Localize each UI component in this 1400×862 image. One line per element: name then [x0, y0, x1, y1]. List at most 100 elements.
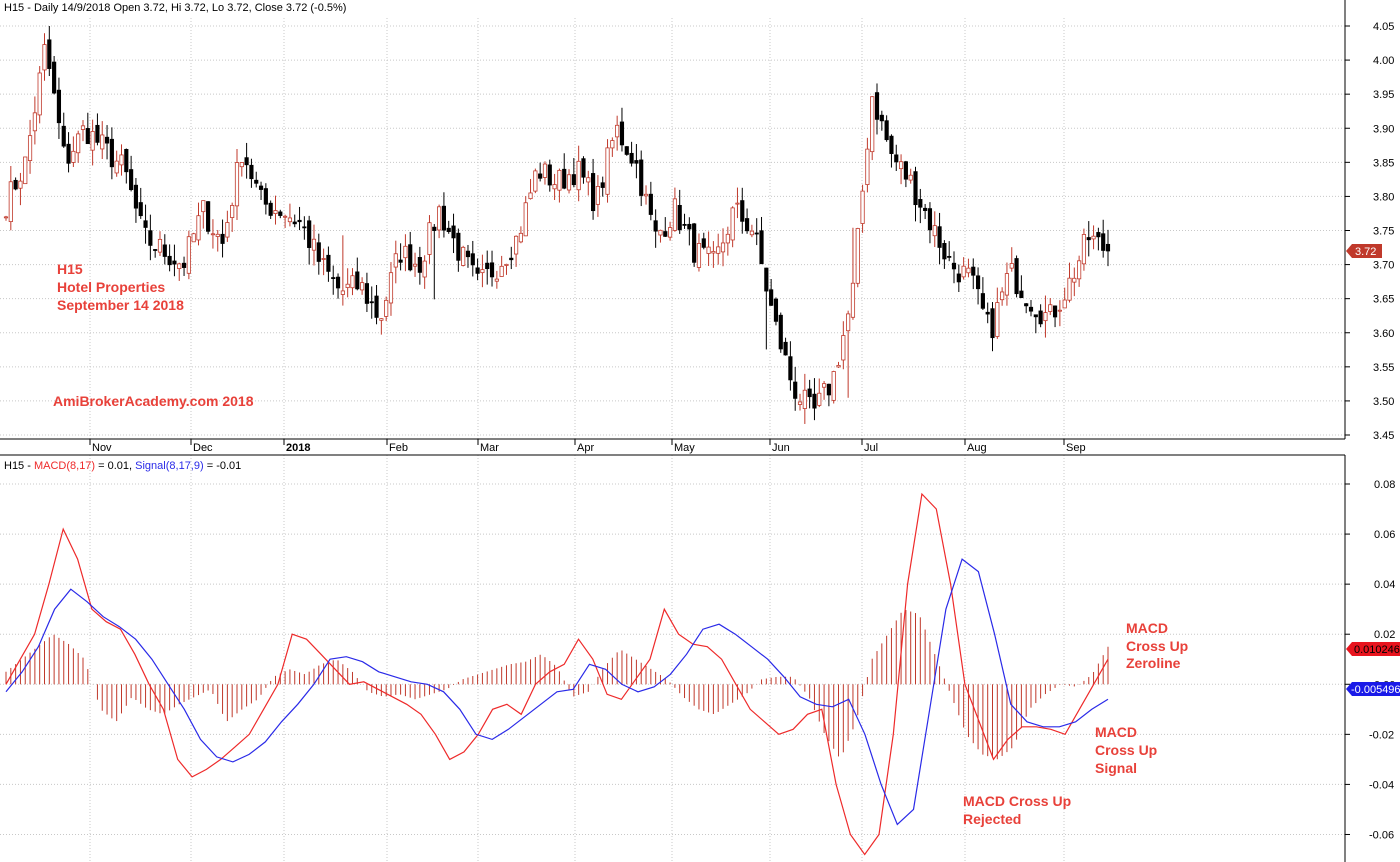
signal-value-tag-text: -0.005496 — [1351, 684, 1400, 696]
candle-body — [538, 173, 543, 179]
candle-body — [340, 290, 345, 295]
candle-body — [648, 193, 653, 215]
candle-body — [528, 192, 533, 200]
candle-body — [1004, 273, 1010, 296]
macd-line — [5, 492, 1109, 856]
candle-body — [769, 289, 774, 306]
candle-body — [47, 39, 52, 69]
candle-body — [1062, 299, 1067, 309]
candle-body — [514, 235, 519, 255]
candle-body — [903, 161, 908, 180]
candle-body — [653, 220, 658, 232]
candle-body — [374, 295, 379, 318]
candle-body — [225, 222, 230, 238]
candle-body — [1091, 235, 1096, 240]
candle-body — [547, 164, 552, 186]
candle-body — [802, 389, 807, 409]
candle-body — [1105, 243, 1111, 252]
candle-body — [100, 134, 105, 150]
candle-body — [177, 263, 182, 269]
candle-body — [634, 160, 639, 164]
candle-body — [701, 238, 706, 248]
candle-body — [167, 255, 172, 266]
candle-body — [793, 381, 798, 399]
candle-body — [181, 262, 187, 268]
candle-body — [461, 246, 466, 266]
candle-body — [942, 243, 947, 260]
candle-body — [629, 152, 634, 164]
candle-body — [283, 215, 288, 218]
candle-body — [1081, 234, 1087, 265]
candle-body — [162, 244, 167, 257]
macd-y-tick-label: 0.04 — [1374, 579, 1395, 591]
candle-body — [682, 223, 687, 226]
candle-body — [975, 275, 981, 290]
candle-body — [263, 188, 268, 205]
candle-body — [1057, 309, 1062, 312]
candle-body — [129, 169, 134, 191]
candle-body — [133, 184, 139, 209]
candle-body — [273, 210, 278, 214]
candle-body — [581, 158, 586, 178]
candle-body — [778, 314, 783, 350]
candle-body — [422, 260, 427, 278]
candle-body — [913, 171, 918, 206]
candle-body — [615, 124, 620, 138]
candle-body — [307, 220, 312, 248]
candle-body — [258, 185, 264, 190]
signal-value-tag: -0.005496 — [1346, 682, 1400, 696]
candle-body — [1009, 263, 1014, 269]
candle-body — [124, 149, 129, 173]
candle-body — [244, 157, 249, 166]
candle-body — [172, 260, 177, 265]
candle-body — [364, 283, 370, 304]
macd-y-tick-label: 0.08 — [1374, 479, 1395, 491]
x-tick-label: Mar — [480, 442, 499, 454]
candle-body — [951, 262, 957, 270]
candle-body — [360, 282, 365, 291]
candle-body — [1077, 260, 1082, 280]
candle-body — [408, 244, 413, 271]
candle-body — [441, 205, 446, 231]
price-y-axis: 4.05 4.00 3.95 3.90 3.85 3.80 3.75 3.70 3.65 3.60… — [1345, 21, 1394, 442]
last-price-tag-text: 3.72 — [1355, 246, 1376, 258]
candle-body — [254, 179, 259, 184]
candle-body — [249, 164, 254, 180]
price-candles — [3, 26, 1111, 424]
candle-body — [961, 265, 966, 278]
macd-header-signal-value: = -0.01 — [204, 460, 242, 472]
candle-body — [980, 293, 985, 309]
annotation-signal-2: Cross Up — [1095, 742, 1157, 758]
candle-body — [27, 135, 33, 161]
candle-body — [206, 201, 211, 232]
candle-body — [749, 230, 754, 236]
candle-body — [321, 258, 326, 260]
candle-body — [412, 263, 418, 267]
candle-body — [114, 160, 119, 174]
candle-body — [807, 388, 812, 398]
candle-body — [384, 299, 389, 317]
macd-y-tick-label: 0.02 — [1374, 629, 1395, 641]
candle-body — [268, 202, 273, 216]
candle-body — [437, 206, 442, 231]
candle-body — [470, 253, 475, 266]
candle-body — [557, 169, 562, 191]
candle-body — [403, 245, 408, 259]
candle-body — [143, 220, 148, 228]
candle-body — [489, 262, 495, 278]
price-y-tick-label: 3.45 — [1373, 430, 1394, 442]
candle-body — [331, 277, 336, 279]
candle-body — [889, 135, 894, 154]
candle-body — [716, 246, 721, 254]
price-y-tick-label: 4.00 — [1373, 55, 1394, 67]
candle-body — [1052, 305, 1058, 318]
candle-body — [287, 217, 293, 223]
candle-body — [639, 159, 644, 196]
candle-body — [595, 186, 600, 205]
candle-body — [773, 298, 779, 322]
candle-body — [619, 121, 625, 146]
x-tick-label: Dec — [193, 442, 213, 454]
candle-body — [860, 190, 865, 224]
candle-body — [730, 207, 735, 241]
